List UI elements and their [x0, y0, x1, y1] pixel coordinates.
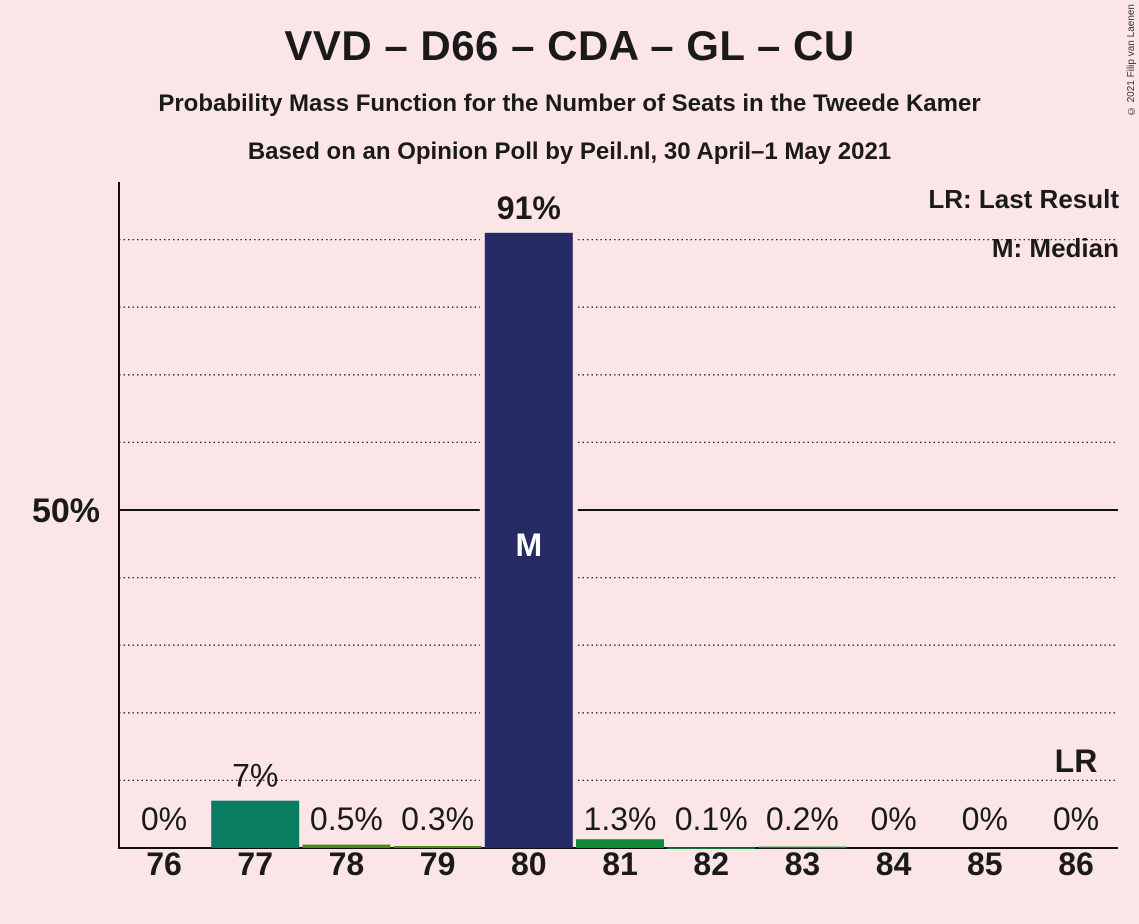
x-tick-label: 84	[876, 846, 912, 882]
x-tick-label: 86	[1058, 846, 1094, 882]
data-label: 0%	[962, 801, 1008, 837]
x-tick-label: 77	[237, 846, 273, 882]
x-tick-label: 79	[420, 846, 456, 882]
x-tick-label: 80	[511, 846, 547, 882]
chart-title: VVD – D66 – CDA – GL – CU	[284, 22, 855, 69]
x-tick-label: 81	[602, 846, 638, 882]
x-tick-label: 78	[329, 846, 365, 882]
data-label: 0.2%	[766, 801, 839, 837]
data-label: 91%	[497, 190, 561, 226]
data-label: 0%	[1053, 801, 1099, 837]
data-label: 7%	[232, 758, 278, 794]
x-tick-label: 83	[785, 846, 821, 882]
y-tick-label: 50%	[32, 492, 100, 530]
chart-subtitle: Probability Mass Function for the Number…	[158, 90, 981, 117]
data-label: 0.5%	[310, 801, 383, 837]
legend-median: M: Median	[991, 233, 1119, 263]
legend-last-result: LR: Last Result	[928, 184, 1119, 214]
data-label: 1.3%	[584, 801, 657, 837]
last-result-marker: LR	[1055, 743, 1098, 779]
bar	[667, 847, 756, 849]
data-label: 0.1%	[675, 801, 748, 837]
x-tick-label: 76	[146, 846, 182, 882]
data-label: 0.3%	[401, 801, 474, 837]
bar	[758, 846, 847, 849]
bar	[302, 844, 391, 848]
data-label: 0%	[141, 801, 187, 837]
bar	[211, 800, 300, 848]
bar	[484, 232, 573, 849]
chart-source: Based on an Opinion Poll by Peil.nl, 30 …	[247, 138, 892, 165]
x-tick-label: 85	[967, 846, 1003, 882]
bar	[576, 839, 664, 848]
data-label: 0%	[870, 801, 916, 837]
bar	[393, 845, 482, 848]
x-tick-label: 82	[693, 846, 729, 882]
median-marker: M	[515, 527, 542, 563]
